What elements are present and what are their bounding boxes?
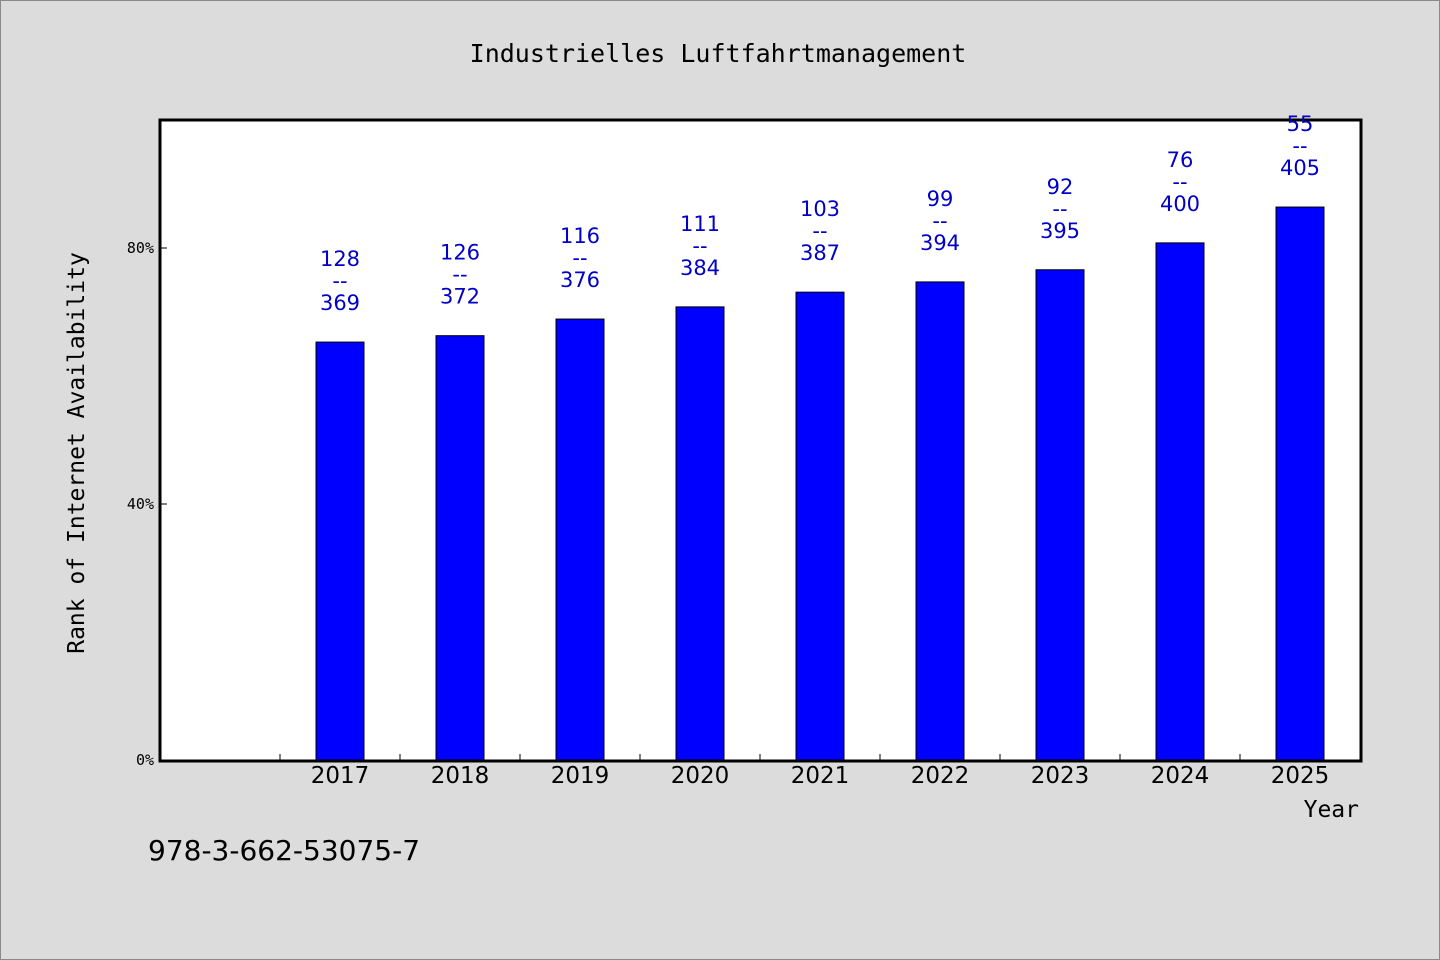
bar-value-label-2025-1: -- <box>1292 134 1307 158</box>
bar-2020 <box>675 306 725 761</box>
x-axis-label: Year <box>1304 797 1359 823</box>
bar-value-label-2019-2: 376 <box>560 268 600 292</box>
bar-2017 <box>315 341 365 761</box>
bar-2019 <box>555 318 605 761</box>
data-labels-layer: 128--369126--372116--376111--384103--387… <box>320 112 1320 315</box>
bar-2022 <box>915 281 965 761</box>
y-tick-label-40: 40% <box>127 495 154 513</box>
bar-value-label-2022-0: 99 <box>927 187 954 211</box>
bar-2025 <box>1275 206 1325 761</box>
bar-2021 <box>795 291 845 761</box>
y-tick-label-0: 0% <box>136 751 154 769</box>
isbn-text: 978-3-662-53075-7 <box>148 834 421 867</box>
bar-value-label-2018-2: 372 <box>440 285 480 309</box>
x-tick-label-2023: 2023 <box>1031 763 1090 789</box>
x-tick-label-2022: 2022 <box>911 763 970 789</box>
bar-2023 <box>1035 269 1085 761</box>
bar-value-label-2023-2: 395 <box>1040 219 1080 243</box>
bar-value-label-2018-1: -- <box>452 263 467 287</box>
x-tick-label-2020: 2020 <box>671 763 730 789</box>
bar-value-label-2024-0: 76 <box>1167 148 1194 172</box>
bar-value-label-2018-0: 126 <box>440 241 480 265</box>
bar-value-label-2017-0: 128 <box>320 247 360 271</box>
bar-value-label-2020-2: 384 <box>680 256 720 280</box>
y-ticks-layer: 0% 40% 80% <box>127 239 167 769</box>
bar-value-label-2024-2: 400 <box>1160 192 1200 216</box>
bar-value-label-2020-0: 111 <box>680 212 720 236</box>
bar-value-label-2023-0: 92 <box>1047 175 1074 199</box>
bar-value-label-2021-2: 387 <box>800 241 840 265</box>
x-tick-label-2024: 2024 <box>1151 763 1210 789</box>
bar-2024 <box>1155 242 1205 761</box>
bar-value-label-2017-1: -- <box>332 269 347 293</box>
x-tick-label-2018: 2018 <box>431 763 490 789</box>
bar-value-label-2022-1: -- <box>932 209 947 233</box>
bar-value-label-2019-0: 116 <box>560 224 600 248</box>
bar-value-label-2024-1: -- <box>1172 170 1187 194</box>
bar-value-label-2017-2: 369 <box>320 291 360 315</box>
x-tick-label-2017: 2017 <box>311 763 370 789</box>
bar-value-label-2021-1: -- <box>812 219 827 243</box>
y-tick-label-80: 80% <box>127 239 154 257</box>
x-tick-label-2019: 2019 <box>551 763 610 789</box>
bar-value-label-2025-2: 405 <box>1280 156 1320 180</box>
bar-value-label-2020-1: -- <box>692 234 707 258</box>
bar-value-label-2019-1: -- <box>572 246 587 270</box>
x-ticks-layer: 2017 2018 2019 2020 2021 2022 2023 2024 2025 <box>279 754 1361 789</box>
bars-layer <box>315 206 1325 761</box>
x-tick-label-2021: 2021 <box>791 763 850 789</box>
y-axis-label: Rank of Internet Availability <box>64 252 90 654</box>
bar-value-label-2021-0: 103 <box>800 197 840 221</box>
bar-value-label-2023-1: -- <box>1052 197 1067 221</box>
chart-title: Industrielles Luftfahrtmanagement <box>470 39 967 68</box>
bar-value-label-2025-0: 55 <box>1287 112 1314 136</box>
bar-value-label-2022-2: 394 <box>920 231 960 255</box>
x-tick-label-2025: 2025 <box>1271 763 1330 789</box>
bar-2018 <box>435 335 485 761</box>
